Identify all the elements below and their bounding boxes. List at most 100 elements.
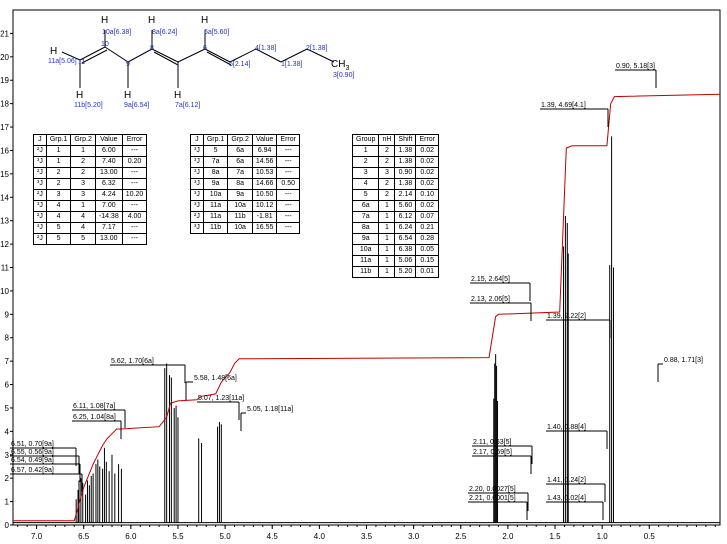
- table-cell: 6.32: [94, 178, 123, 190]
- table-cell: ---: [121, 167, 148, 179]
- peak-label: 5.62, 1.70[6a]: [111, 358, 154, 365]
- x-tick-label: 3.5: [361, 532, 373, 541]
- peak-label: 1.39, 2.22[2]: [547, 313, 586, 320]
- x-tick-label: 3.0: [408, 532, 420, 541]
- x-tick-label: 2.5: [455, 532, 467, 541]
- table-header: J Grp.1 Grp.2 Value Error: [190, 134, 300, 146]
- table-row: ³J 9a 8a 14.66 0.50: [190, 178, 300, 190]
- peak-label: 5.58, 1.48[6a]: [194, 375, 237, 382]
- table-cell: 3: [378, 167, 396, 179]
- atom-number: 10: [101, 41, 109, 48]
- table-cell: 2: [378, 189, 396, 201]
- table-cell: ²J: [33, 145, 47, 157]
- table-cell: 3: [70, 178, 96, 190]
- header-cell: Grp.2: [70, 134, 96, 146]
- table-cell: 6a: [351, 200, 380, 212]
- table-cell: 2.14: [394, 189, 417, 201]
- table-cell: 8a: [351, 222, 380, 234]
- table-cell: 0.02: [415, 156, 439, 168]
- table-cell: 2: [45, 178, 72, 190]
- table-cell: 1.38: [394, 156, 417, 168]
- table-cell: 0.02: [415, 178, 439, 190]
- table-cell: 0.07: [415, 211, 439, 223]
- x-tick-label: 6.0: [125, 532, 137, 541]
- header-cell: Group: [351, 134, 380, 146]
- peak-label: 6.54, 0.49[9a]: [11, 457, 54, 464]
- table-cell: 11a: [351, 255, 380, 267]
- table-cell: ---: [276, 145, 300, 157]
- shift-table: Group nH Shift Error 1 2 1.38 0.02 2 2 1.38 0.02 3 3…: [351, 134, 439, 278]
- table-cell: ³J: [33, 156, 47, 168]
- peak-label: 2.17, 0.59[5]: [473, 449, 512, 456]
- table-cell: 6a: [227, 145, 253, 157]
- table-row: ³J 5 4 7.17 ---: [33, 222, 148, 234]
- peak-label: 0.90, 5.18[3]: [616, 63, 655, 70]
- peak-label: 1.41, 0.24[2]: [547, 477, 586, 484]
- header-cell: nH: [378, 134, 396, 146]
- atom-number: 7: [176, 61, 180, 68]
- table-cell: 10.50: [251, 189, 278, 201]
- peak-label: 6.25, 1.04[8a]: [73, 414, 116, 421]
- x-tick-label: 0.5: [644, 532, 656, 541]
- header-cell: Shift: [394, 134, 417, 146]
- table-cell: 9a: [202, 178, 229, 190]
- h-atom: H: [50, 46, 57, 57]
- table-row: 11a 1 5.06 0.15: [351, 255, 439, 267]
- table-cell: 1: [378, 233, 396, 245]
- x-tick-label: 2.0: [502, 532, 514, 541]
- peak-label: 6.51, 0.70[9a]: [11, 441, 54, 448]
- coupling-table-2: J Grp.1 Grp.2 Value Error ³J 5 6a 6.94 --- ³J 7a 6a…: [190, 134, 300, 234]
- y-tick-label: 19: [0, 76, 9, 85]
- table-row: ³J 10a 9a 10.50 ---: [190, 189, 300, 201]
- table-cell: 0.20: [121, 156, 148, 168]
- table-cell: -14.38: [94, 211, 123, 223]
- table-cell: 1: [378, 222, 396, 234]
- table-cell: 1: [378, 266, 396, 278]
- table-row: 10a 1 6.38 0.05: [351, 244, 439, 256]
- y-tick-label: 14: [0, 193, 9, 202]
- table-cell: 10.53: [251, 167, 278, 179]
- integral-curve: [13, 93, 721, 522]
- table-cell: 10a: [227, 222, 253, 234]
- x-tick-label: 6.5: [78, 532, 90, 541]
- table-cell: 4: [351, 178, 380, 190]
- peak-label: 6.57, 0.42[9a]: [11, 467, 54, 474]
- peak-label: 2.21, 0.0001[5]: [469, 495, 516, 502]
- table-cell: 6.94: [251, 145, 278, 157]
- y-tick-label: 11: [1, 264, 10, 273]
- table-cell: ²J: [33, 167, 47, 179]
- label-c2: 2[1.38]: [306, 45, 327, 52]
- table-cell: 7.00: [94, 200, 123, 212]
- x-tick-label: 5.0: [220, 532, 232, 541]
- table-row: 6a 1 5.60 0.02: [351, 200, 439, 212]
- table-cell: 13.00: [94, 233, 123, 245]
- table-row: 2 2 1.38 0.02: [351, 156, 439, 168]
- table-cell: 7a: [351, 211, 380, 223]
- table-cell: ³J: [190, 178, 204, 190]
- y-tick-label: 15: [0, 170, 9, 179]
- table-row: ³J 2 3 6.32 ---: [33, 178, 148, 190]
- table-row: ²J 3 3 4.24 10.20: [33, 189, 148, 201]
- header-cell: Grp.1: [45, 134, 72, 146]
- table-cell: ---: [276, 211, 300, 223]
- table-cell: 2: [70, 156, 96, 168]
- table-cell: ---: [276, 222, 300, 234]
- table-cell: 4: [45, 211, 72, 223]
- h-atom: H: [124, 90, 131, 101]
- table-row: ³J 11b 10a 16.55 ---: [190, 222, 300, 234]
- table-cell: 2: [378, 178, 396, 190]
- y-tick-label: 12: [0, 240, 9, 249]
- table-cell: ---: [276, 167, 300, 179]
- table-cell: -1.81: [251, 211, 278, 223]
- table-cell: 1.38: [394, 145, 417, 157]
- table-row: ²J 1 1 6.00 ---: [33, 145, 148, 157]
- table-cell: 1: [70, 200, 96, 212]
- x-tick-label: 7.0: [31, 532, 43, 541]
- table-cell: ---: [276, 200, 300, 212]
- table-cell: 4: [70, 211, 96, 223]
- table-cell: 6.24: [394, 222, 417, 234]
- label-h7a: 7a[6.12]: [175, 102, 200, 109]
- table-cell: 6.12: [394, 211, 417, 223]
- label-h6a: 6a[5.60]: [204, 29, 229, 36]
- table-cell: 1: [378, 211, 396, 223]
